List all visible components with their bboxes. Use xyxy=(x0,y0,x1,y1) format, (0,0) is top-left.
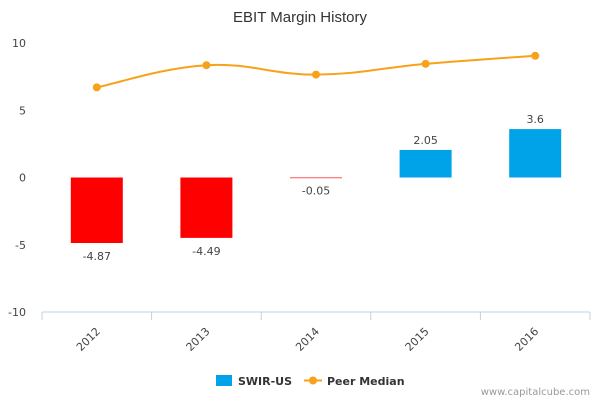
data-labels: -4.87 -4.49 -0.05 2.05 3.6 xyxy=(83,113,544,263)
y-tick-label: -5 xyxy=(15,239,26,252)
legend-marker-peer-median xyxy=(309,376,317,385)
x-tick-label: 2015 xyxy=(403,325,432,354)
peer-median-point-2016[interactable] xyxy=(531,51,540,60)
data-label-2012: -4.87 xyxy=(83,250,111,263)
source-credit: www.capitalcube.com xyxy=(481,387,590,398)
peer-median-point-2015[interactable] xyxy=(421,59,430,68)
legend-label-swir-us[interactable]: SWIR-US xyxy=(238,375,292,388)
data-label-2014: -0.05 xyxy=(302,185,330,198)
y-tick-label: -10 xyxy=(8,306,26,319)
x-tick-label: 2013 xyxy=(184,325,213,354)
y-tick-label: 10 xyxy=(12,37,26,50)
bar-2013[interactable] xyxy=(180,177,233,238)
data-label-2015: 2.05 xyxy=(413,134,438,147)
legend: SWIR-US Peer Median xyxy=(216,375,405,388)
bar-2016[interactable] xyxy=(509,129,562,178)
x-tick-label: 2016 xyxy=(512,325,541,354)
bar-2015[interactable] xyxy=(399,149,452,178)
bar-2012[interactable] xyxy=(70,177,123,244)
x-tick-label: 2014 xyxy=(293,325,322,354)
legend-swatch-swir-us xyxy=(216,375,232,386)
bar-2014[interactable] xyxy=(290,177,342,179)
peer-median-point-2012[interactable] xyxy=(92,83,101,92)
data-label-2013: -4.49 xyxy=(192,245,220,258)
y-tick-label: 0 xyxy=(19,172,26,185)
bar-series xyxy=(70,129,562,244)
chart-title: EBIT Margin History xyxy=(233,9,367,26)
y-tick-label: 5 xyxy=(19,104,26,117)
line-series xyxy=(92,51,540,92)
legend-label-peer-median[interactable]: Peer Median xyxy=(327,375,405,388)
x-tick-label: 2012 xyxy=(74,325,103,354)
peer-median-point-2014[interactable] xyxy=(312,70,320,79)
data-label-2016: 3.6 xyxy=(526,113,544,126)
peer-median-point-2013[interactable] xyxy=(202,61,211,70)
